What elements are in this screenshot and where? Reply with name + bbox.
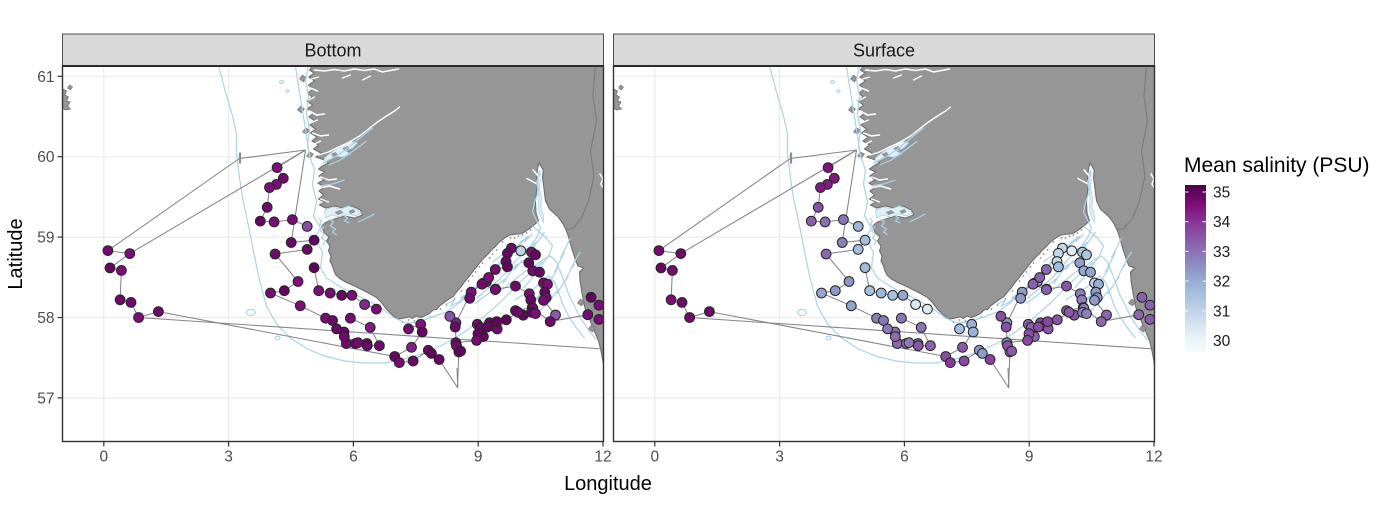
svg-text:Latitude: Latitude <box>5 218 27 289</box>
svg-text:Mean salinity (PSU): Mean salinity (PSU) <box>1184 154 1370 177</box>
svg-text:0: 0 <box>650 449 659 466</box>
svg-text:35: 35 <box>1213 185 1230 202</box>
svg-text:33: 33 <box>1213 244 1230 261</box>
svg-text:57: 57 <box>37 390 54 407</box>
svg-text:12: 12 <box>1145 449 1162 466</box>
svg-text:58: 58 <box>37 310 54 327</box>
svg-text:Surface: Surface <box>853 41 915 61</box>
svg-text:Bottom: Bottom <box>304 41 361 61</box>
svg-text:6: 6 <box>900 449 909 466</box>
svg-text:32: 32 <box>1213 274 1230 291</box>
svg-text:61: 61 <box>37 69 54 86</box>
svg-text:9: 9 <box>1025 449 1034 466</box>
svg-text:12: 12 <box>594 449 611 466</box>
svg-text:0: 0 <box>99 449 108 466</box>
svg-text:6: 6 <box>349 449 358 466</box>
svg-text:3: 3 <box>775 449 784 466</box>
svg-text:9: 9 <box>474 449 483 466</box>
svg-text:59: 59 <box>37 230 54 247</box>
svg-text:60: 60 <box>37 149 55 166</box>
svg-text:31: 31 <box>1213 303 1230 320</box>
svg-text:3: 3 <box>224 449 233 466</box>
svg-text:34: 34 <box>1213 214 1231 231</box>
svg-text:30: 30 <box>1213 333 1231 350</box>
svg-text:Longitude: Longitude <box>564 473 652 495</box>
